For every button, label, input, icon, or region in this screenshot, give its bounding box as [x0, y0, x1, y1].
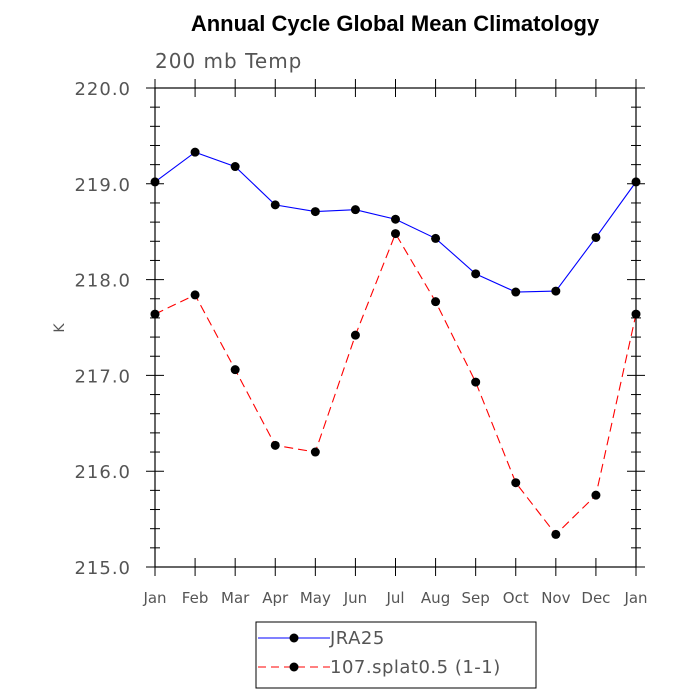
series-1-point	[431, 233, 441, 243]
series-1-point	[270, 200, 280, 210]
series-line-2	[154, 232, 637, 536]
series-1-point	[150, 177, 160, 187]
series-1-point	[511, 287, 521, 297]
x-tick-label: Sep	[462, 589, 490, 607]
y-tick-label: 216.0	[74, 462, 131, 483]
y-tick-label: 220.0	[74, 79, 131, 100]
x-tick-label: May	[300, 589, 331, 607]
x-tick-label: Oct	[503, 589, 529, 607]
series-2-point	[270, 440, 280, 450]
y-tick-label: 218.0	[74, 271, 131, 292]
plot-frame	[154, 87, 637, 568]
y-tick-label: 219.0	[74, 175, 131, 196]
legend-marker-jra25	[289, 633, 299, 643]
chart-subtitle: 200 mb Temp	[155, 49, 302, 73]
legend: JRA25 107.splat0.5 (1-1)	[255, 621, 537, 689]
series-layer	[150, 147, 641, 539]
series-2-point	[591, 490, 601, 500]
series-2-point	[431, 297, 441, 307]
series-1-point	[391, 214, 400, 224]
y-tick-label: 215.0	[74, 558, 131, 579]
y-tick-label: 217.0	[74, 366, 131, 387]
series-2-point	[551, 529, 561, 539]
axis-ticks	[146, 79, 645, 576]
series-2-point	[310, 447, 320, 457]
series-1-point	[471, 269, 481, 279]
x-tick-label: Apr	[262, 589, 289, 607]
series-2-point	[511, 478, 521, 488]
legend-label-jra25: JRA25	[329, 628, 385, 649]
series-1-point	[230, 162, 240, 172]
series-1-point	[190, 147, 200, 157]
series-2-point	[350, 330, 360, 340]
x-tick-label: Mar	[221, 589, 250, 607]
series-1-point	[310, 207, 320, 217]
x-tick-label: Dec	[581, 589, 610, 607]
chart-title: Annual Cycle Global Mean Climatology	[191, 11, 600, 36]
x-tick-label: Jan	[142, 589, 166, 607]
series-2-point	[230, 365, 240, 375]
x-tick-label: Aug	[421, 589, 450, 607]
x-tick-label: Jan	[623, 589, 647, 607]
x-tick-label: Feb	[182, 589, 209, 607]
x-tick-labels: Jan Feb Mar Apr May Jun Jul Aug Sep Oct Nov Dec Jan	[142, 589, 647, 607]
series-2-point	[391, 229, 400, 239]
series-2-point	[150, 309, 160, 319]
y-tick-labels: 215.0 216.0 217.0 218.0 219.0 220.0	[74, 79, 131, 579]
x-tick-label: Jun	[343, 589, 367, 607]
x-tick-label: Nov	[541, 589, 570, 607]
series-2-point	[631, 309, 641, 319]
series-1-point	[551, 286, 561, 296]
legend-marker-splat	[289, 662, 299, 672]
legend-label-splat: 107.splat0.5 (1-1)	[330, 657, 501, 678]
series-2-point	[471, 377, 481, 387]
series-1-point	[591, 232, 601, 242]
series-1-point	[631, 177, 641, 187]
series-1-point	[350, 205, 360, 215]
legend-box	[255, 621, 537, 689]
series-2-point	[190, 290, 200, 300]
y-axis-label: K	[52, 323, 68, 333]
x-tick-label: Jul	[385, 589, 404, 607]
